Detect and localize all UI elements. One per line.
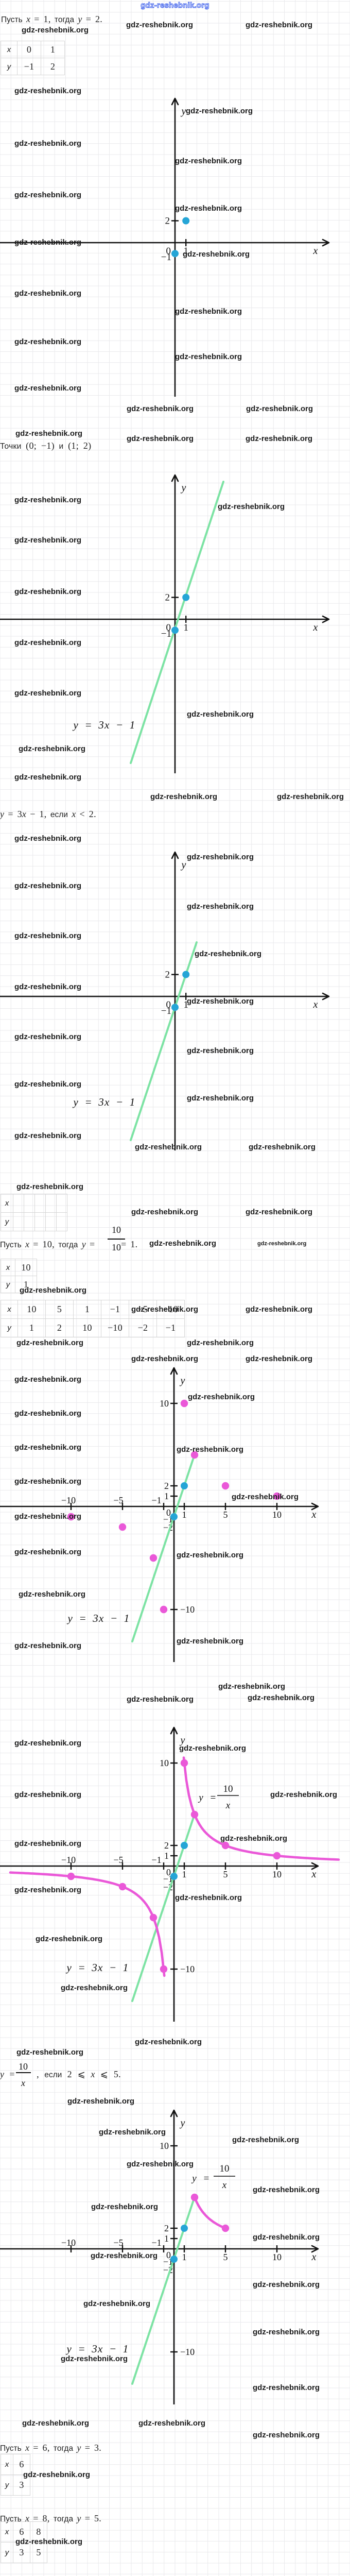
svg-text:2: 2 [164,2223,169,2233]
svg-text:0: 0 [166,1867,171,1877]
svg-text:10: 10 [272,2252,282,2262]
svg-text:10: 10 [223,1784,233,1794]
svg-text:0: 0 [166,246,171,257]
svg-text:1: 1 [164,1851,169,1861]
svg-text:10: 10 [160,1758,169,1768]
svg-text:5: 5 [223,2252,228,2262]
svg-text:1: 1 [182,2252,187,2262]
svg-text:y =: y = [198,1792,217,1803]
svg-text:2: 2 [164,1840,169,1851]
svg-text:10: 10 [272,1869,282,1879]
svg-text:x: x [313,622,318,633]
svg-text:5: 5 [223,1869,228,1879]
svg-text:0: 0 [166,1507,171,1518]
svg-text:x: x [222,2180,227,2191]
svg-text:−10: −10 [180,1964,195,1974]
svg-text:x: x [311,1509,317,1520]
svg-text:10: 10 [160,1398,169,1409]
svg-text:2: 2 [165,216,170,227]
svg-text:0: 0 [166,622,171,633]
svg-text:y: y [181,859,186,871]
svg-text:2: 2 [164,1481,169,1491]
svg-text:−10: −10 [61,2238,76,2248]
svg-text:5: 5 [223,1510,228,1520]
svg-text:y: y [180,2117,185,2129]
svg-text:−10: −10 [180,2347,195,2357]
svg-text:1: 1 [164,1491,169,1501]
svg-text:y: y [181,106,186,117]
svg-text:−10: −10 [61,1855,76,1865]
svg-text:0: 0 [166,999,171,1010]
svg-text:y: y [180,1375,185,1386]
svg-text:−5: −5 [113,1855,123,1865]
svg-text:−1: −1 [161,629,171,639]
svg-text:x: x [311,1869,317,1880]
svg-text:y = 3x − 1: y = 3x − 1 [73,719,136,731]
svg-text:−1: −1 [161,1006,171,1016]
svg-text:1: 1 [182,1869,187,1879]
svg-text:y =: y = [191,2173,211,2184]
svg-text:2: 2 [165,592,170,603]
svg-text:−5: −5 [113,2238,123,2248]
svg-text:0: 0 [166,2250,171,2260]
svg-text:10: 10 [160,2141,169,2151]
svg-text:−1: −1 [161,252,171,263]
svg-text:−1: −1 [151,1495,161,1505]
svg-text:1: 1 [183,999,188,1010]
svg-text:y = 3x − 1: y = 3x − 1 [66,1961,129,1974]
svg-text:−10: −10 [61,1495,76,1505]
svg-text:10: 10 [220,2163,230,2174]
svg-text:−1: −1 [151,2238,161,2248]
svg-text:−1: −1 [151,1855,161,1865]
svg-text:x: x [225,1800,231,1811]
svg-text:y = 3x − 1: y = 3x − 1 [73,1096,136,1108]
svg-text:y = 3x − 1: y = 3x − 1 [66,2343,129,2355]
svg-text:−5: −5 [113,1495,123,1505]
svg-text:1: 1 [183,622,188,633]
svg-text:1: 1 [183,246,188,257]
svg-text:y: y [181,482,186,494]
svg-text:y: y [180,1735,185,1746]
svg-text:x: x [313,245,318,257]
svg-text:1: 1 [164,2233,169,2244]
svg-text:2: 2 [165,970,170,980]
svg-text:−10: −10 [180,1604,195,1615]
svg-text:10: 10 [272,1510,282,1520]
svg-text:1: 1 [182,1510,187,1520]
svg-text:y = 3x − 1: y = 3x − 1 [67,1612,130,1624]
svg-text:x: x [311,2251,317,2263]
svg-text:x: x [313,999,318,1010]
